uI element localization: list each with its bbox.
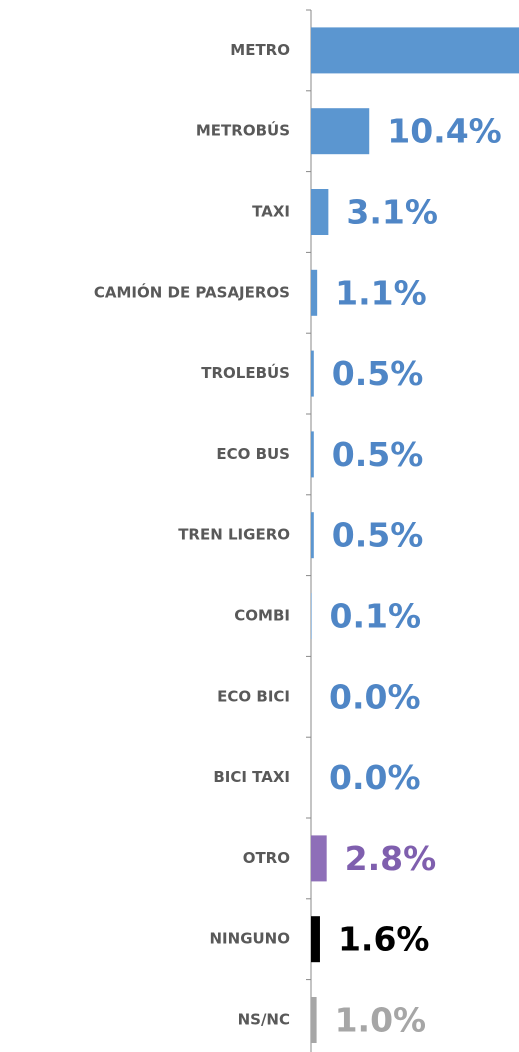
- category-label: TROLEBÚS: [201, 363, 290, 382]
- category-label: METRO: [230, 41, 290, 59]
- value-label: 1.1%: [335, 273, 427, 312]
- category-label: CAMIÓN DE PASAJEROS: [94, 282, 290, 301]
- category-label: NS/NC: [238, 1011, 290, 1029]
- value-label: 10.4%: [387, 112, 502, 151]
- category-label: NINGUNO: [210, 930, 291, 948]
- value-label: 1.0%: [335, 1001, 427, 1040]
- bar: [311, 916, 320, 963]
- bar: [311, 593, 312, 639]
- bar: [311, 431, 314, 478]
- bar: [311, 997, 317, 1043]
- category-label: TAXI: [252, 203, 290, 221]
- value-label: 3.1%: [346, 193, 438, 232]
- value-label: 0.1%: [330, 597, 422, 636]
- bar: [311, 269, 318, 316]
- value-label: 0.0%: [329, 758, 421, 797]
- category-label: COMBI: [234, 607, 290, 625]
- value-label: 0.5%: [332, 354, 424, 393]
- bar: [311, 835, 327, 882]
- category-label: OTRO: [243, 849, 290, 867]
- category-label: BICI TAXI: [213, 768, 290, 786]
- category-label: TREN LIGERO: [178, 526, 290, 544]
- bar: [311, 350, 314, 397]
- bar: [311, 512, 314, 559]
- value-label: 2.8%: [345, 839, 437, 878]
- value-label: 0.5%: [332, 435, 424, 474]
- category-label: METROBÚS: [196, 121, 290, 140]
- category-label: ECO BUS: [216, 445, 290, 463]
- bar: [311, 189, 329, 235]
- value-label: 0.5%: [332, 516, 424, 555]
- value-label: 0.0%: [329, 677, 421, 716]
- bar: [311, 108, 370, 155]
- bar: [311, 27, 519, 74]
- value-label: 1.6%: [338, 920, 430, 959]
- category-label: ECO BICI: [217, 687, 290, 705]
